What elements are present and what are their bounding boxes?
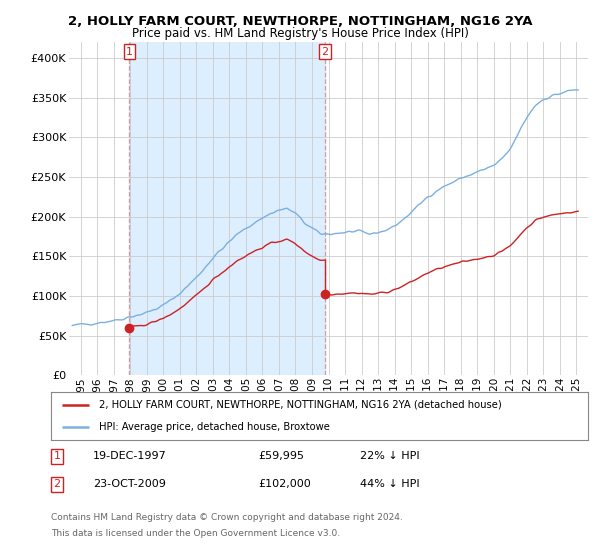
- Text: 2, HOLLY FARM COURT, NEWTHORPE, NOTTINGHAM, NG16 2YA (detached house): 2, HOLLY FARM COURT, NEWTHORPE, NOTTINGH…: [100, 400, 502, 410]
- Text: £59,995: £59,995: [258, 451, 304, 461]
- Text: 22% ↓ HPI: 22% ↓ HPI: [360, 451, 419, 461]
- Text: 23-OCT-2009: 23-OCT-2009: [93, 479, 166, 489]
- Text: 2: 2: [53, 479, 61, 489]
- Text: 2: 2: [322, 46, 329, 57]
- Text: 19-DEC-1997: 19-DEC-1997: [93, 451, 167, 461]
- Text: 44% ↓ HPI: 44% ↓ HPI: [360, 479, 419, 489]
- Text: HPI: Average price, detached house, Broxtowe: HPI: Average price, detached house, Brox…: [100, 422, 330, 432]
- Text: 2, HOLLY FARM COURT, NEWTHORPE, NOTTINGHAM, NG16 2YA: 2, HOLLY FARM COURT, NEWTHORPE, NOTTINGH…: [68, 15, 532, 27]
- Text: This data is licensed under the Open Government Licence v3.0.: This data is licensed under the Open Gov…: [51, 529, 340, 538]
- Text: £102,000: £102,000: [258, 479, 311, 489]
- Bar: [130, 42, 325, 375]
- Text: 1: 1: [126, 46, 133, 57]
- Text: Price paid vs. HM Land Registry's House Price Index (HPI): Price paid vs. HM Land Registry's House …: [131, 27, 469, 40]
- Text: Contains HM Land Registry data © Crown copyright and database right 2024.: Contains HM Land Registry data © Crown c…: [51, 514, 403, 522]
- Text: 1: 1: [53, 451, 61, 461]
